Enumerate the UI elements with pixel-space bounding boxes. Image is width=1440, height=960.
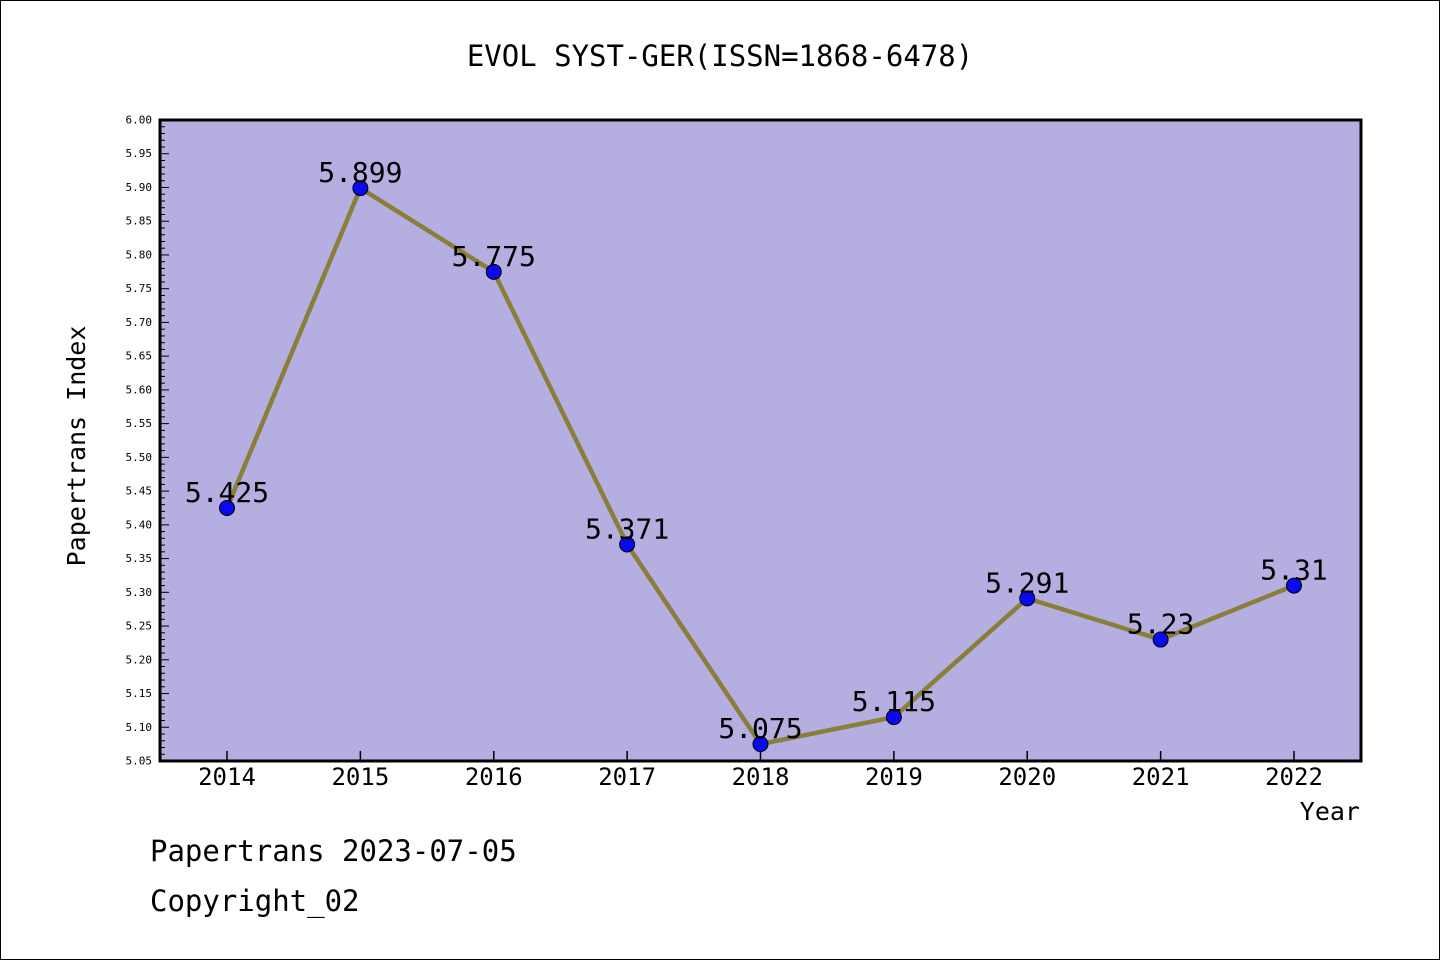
data-point-marker [752,736,769,753]
plot-border [158,118,1363,763]
x-tick-label: 2016 [465,763,523,791]
y-tick-label: 6.00 [126,114,153,127]
data-point-marker [885,709,902,726]
y-tick-label: 5.40 [126,518,153,531]
y-tick-label: 5.25 [126,620,153,633]
data-point-label: 5.899 [318,156,402,189]
y-tick-label: 5.50 [126,451,153,464]
data-point-label: 5.115 [852,685,936,718]
data-point-marker [1152,631,1169,648]
y-tick-label: 5.05 [126,755,153,768]
chart-title: EVOL SYST-GER(ISSN=1868-6478) [467,39,973,73]
footer-date-text: Papertrans 2023-07-05 [150,834,517,868]
y-tick-label: 5.30 [126,586,153,599]
y-tick-label: 5.35 [126,552,153,565]
data-labels: 5.425 5.899 5.775 5.371 5.075 5.115 5.291 5.23 5… [185,156,1328,745]
data-point-marker [1019,590,1036,607]
x-tick-label: 2014 [198,763,256,791]
x-axis: 2014 2015 2016 2017 2018 2019 2020 2021 2022 [198,751,1323,791]
x-tick-label: 2021 [1132,763,1190,791]
y-tick-label: 5.85 [126,215,153,228]
data-point-marker [219,499,235,516]
plot-area [160,120,1361,761]
x-tick-label: 2019 [865,763,923,791]
data-point-label: 5.291 [985,566,1069,599]
y-tick-label: 5.75 [126,282,153,295]
x-tick-label: 2020 [998,763,1056,791]
y-axis: 5.05 5.10 5.15 5.20 5.25 5.30 5.35 5.40 5.45 5.50… [126,114,169,768]
data-point-marker [352,180,369,197]
y-tick-label: 5.55 [126,417,153,430]
y-tick-label: 5.80 [126,248,153,261]
data-point-label: 5.23 [1127,608,1194,641]
data-point-marker [619,536,636,553]
data-point-marker [1286,577,1302,594]
y-tick-label: 5.10 [126,721,153,734]
x-tick-label: 2018 [732,763,790,791]
x-tick-label: 2015 [331,763,389,791]
y-tick-label: 5.95 [126,147,153,160]
data-point-label: 5.371 [585,512,669,545]
x-tick-label: 2017 [598,763,656,791]
y-axis-label: Papertrans Index [62,326,91,567]
x-tick-label: 2022 [1265,763,1323,791]
y-tick-label: 5.65 [126,350,153,363]
footer-copyright-text: Copyright_02 [150,884,360,918]
data-point-label: 5.31 [1260,554,1327,587]
data-point-label: 5.075 [718,712,802,745]
y-tick-label: 5.70 [126,316,153,329]
data-markers [219,180,1302,753]
y-tick-label: 5.90 [126,181,153,194]
y-tick-label: 5.20 [126,653,153,666]
y-tick-label: 5.15 [126,687,153,700]
y-tick-label: 5.45 [126,485,153,498]
data-point-label: 5.775 [452,240,536,273]
y-tick-label: 5.60 [126,383,153,396]
data-point-label: 5.425 [185,476,269,509]
data-point-marker [485,263,502,280]
x-axis-label: Year [1300,797,1360,826]
